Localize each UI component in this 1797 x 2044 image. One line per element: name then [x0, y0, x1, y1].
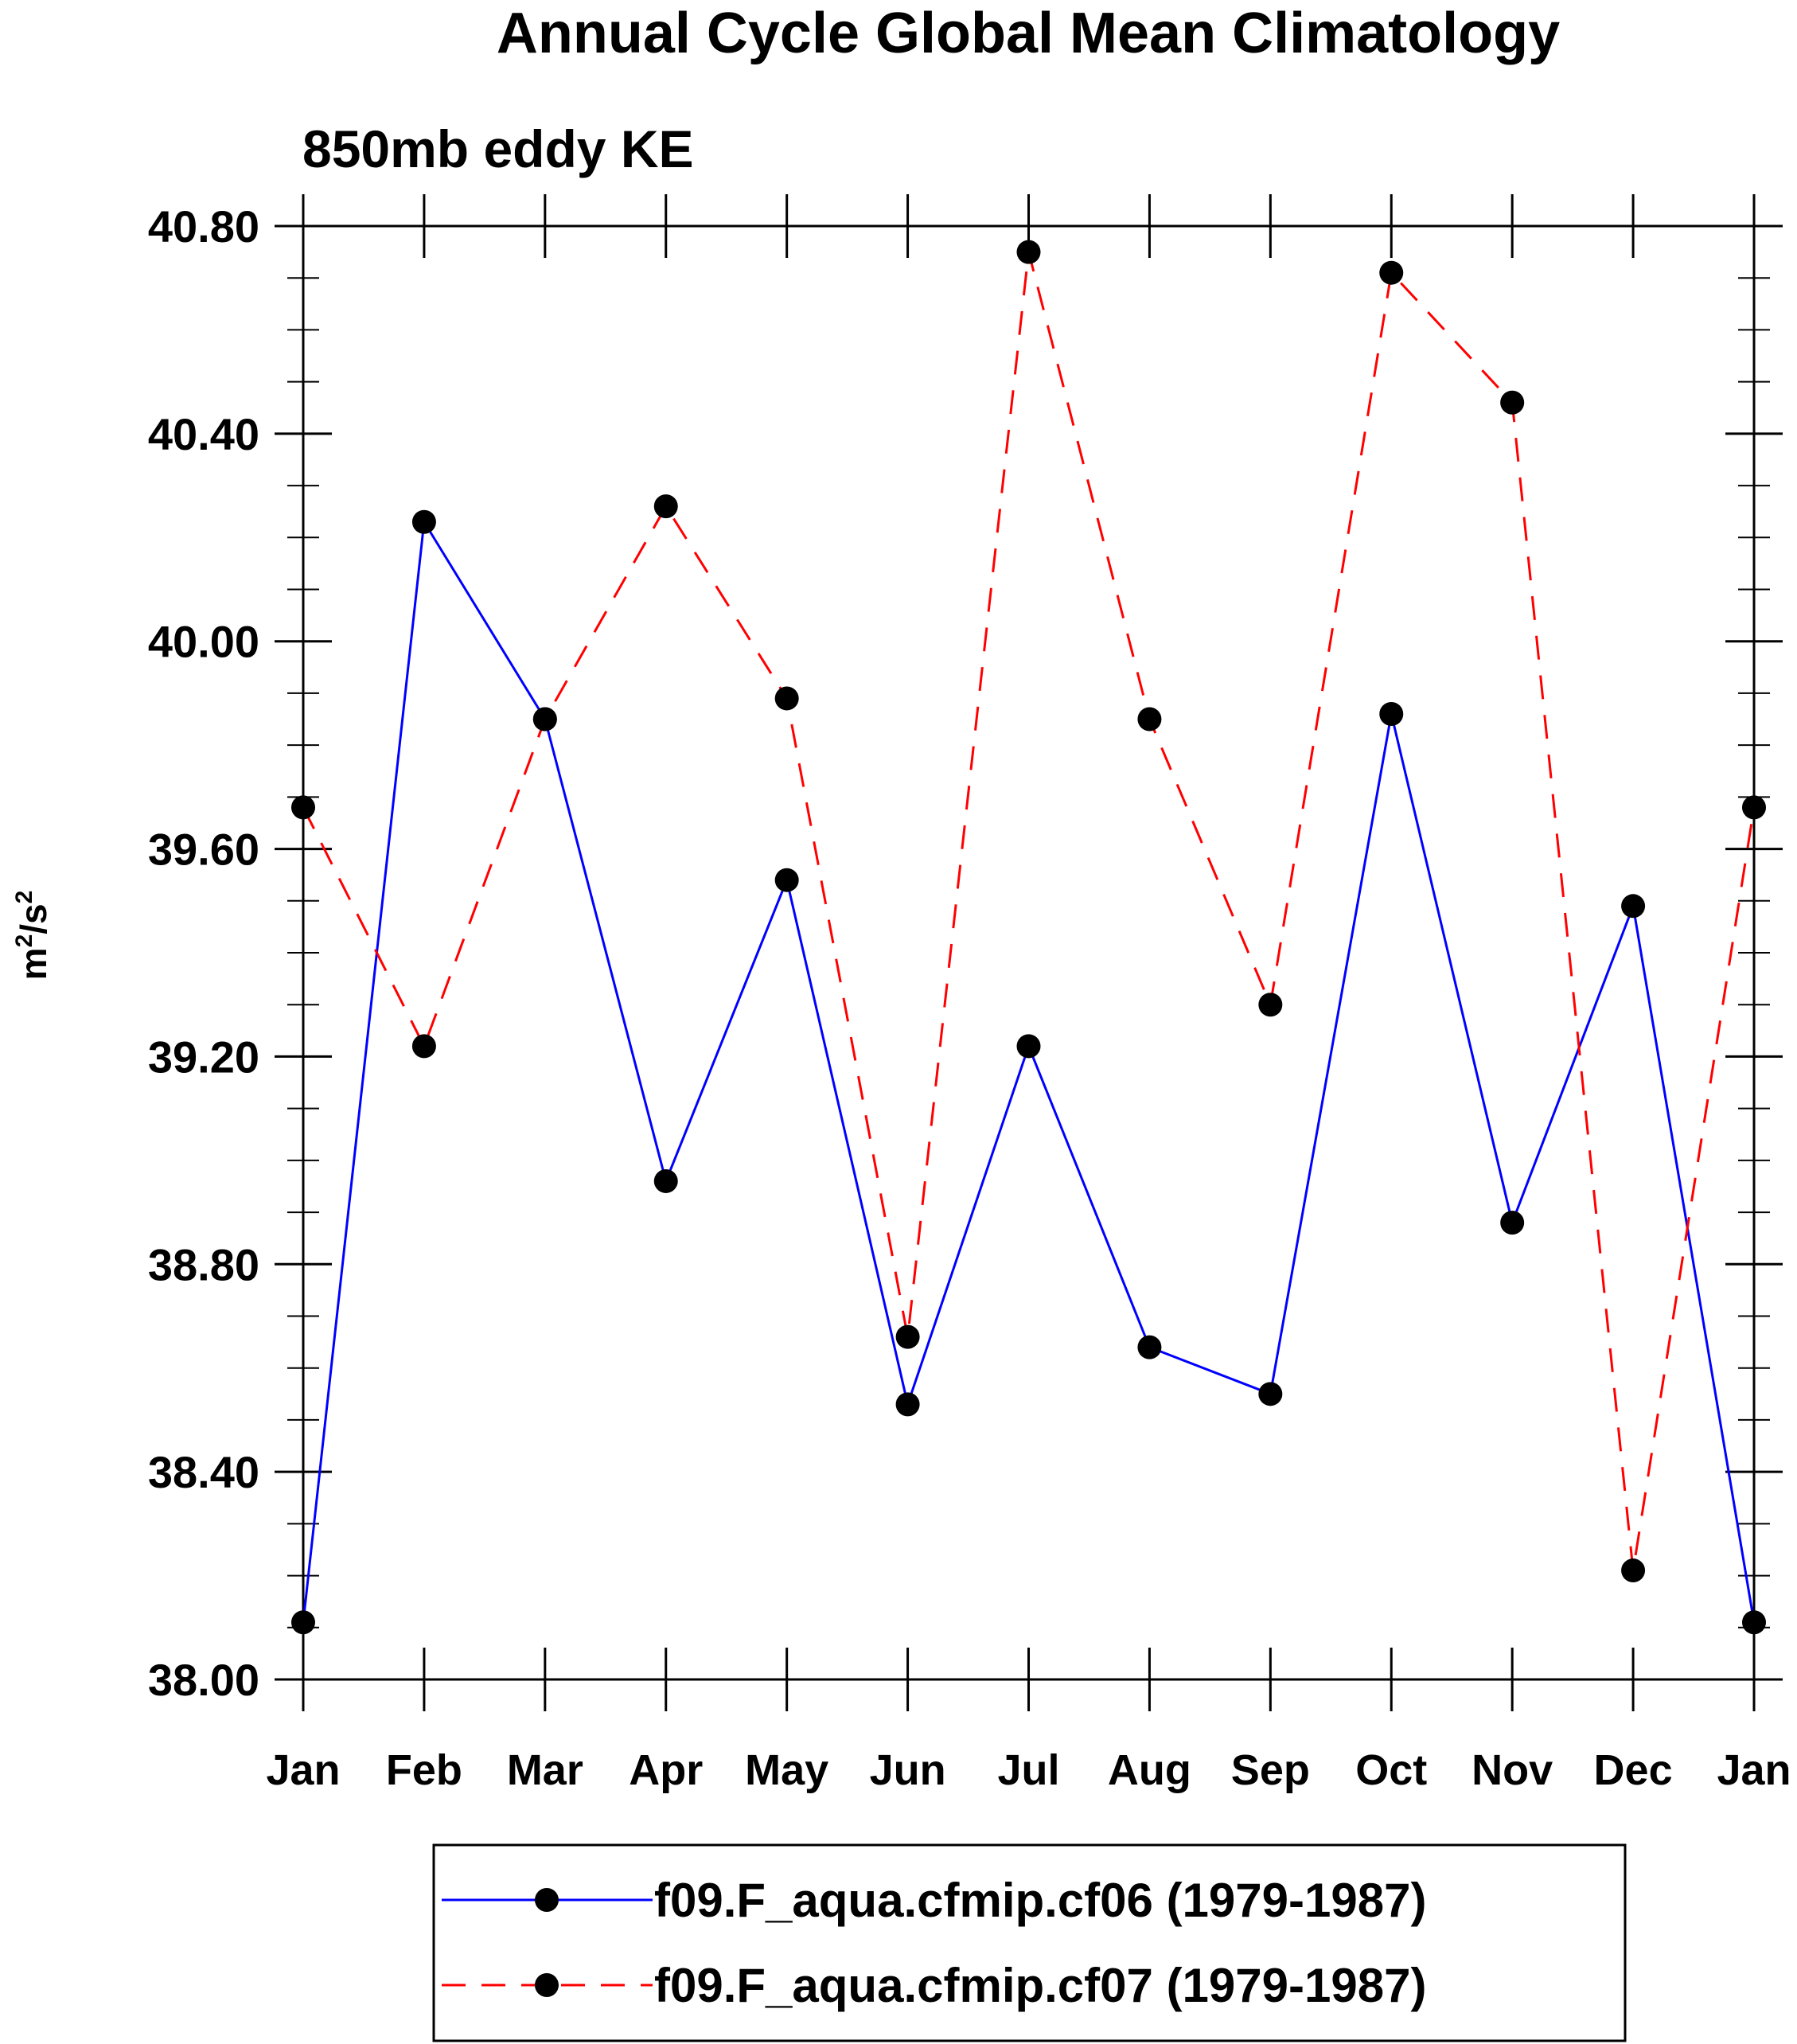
chart-title: Annual Cycle Global Mean Climatology — [497, 2, 1560, 65]
series-1-point — [895, 1324, 920, 1349]
series-0-point — [1621, 894, 1646, 919]
series-line-0 — [302, 518, 1756, 1623]
x-tick-label: Sep — [1231, 1746, 1310, 1794]
y-tick-label: 39.60 — [148, 825, 259, 875]
plot-axes: Jan Feb Mar Apr May Jun Jul Aug Sep Oct Nov Dec Jan3… — [148, 194, 1791, 1794]
series-0-point — [895, 1392, 920, 1417]
y-tick-label: 40.00 — [148, 617, 259, 667]
x-tick-label: May — [745, 1746, 828, 1794]
series-1-point — [532, 707, 557, 731]
series-0-point — [1016, 1034, 1041, 1059]
series-0-point — [653, 1168, 678, 1193]
x-tick-label: Jan — [1717, 1746, 1791, 1794]
series-1-point — [411, 1034, 436, 1059]
x-tick-label: Oct — [1355, 1746, 1427, 1794]
series-0-point — [1500, 1211, 1525, 1235]
svg-text:m2/s2: m2/s2 — [11, 891, 54, 981]
y-tick-label: 38.40 — [148, 1447, 259, 1497]
legend: f09.F_aqua.cfmip.cf06 (1979-1987) f09.F_… — [432, 1843, 1627, 2042]
legend-marker-cf06 — [535, 1888, 559, 1912]
series-0-point — [411, 509, 436, 534]
series-0-point — [1137, 1335, 1162, 1359]
y-axis-label: m2/s2 — [11, 891, 54, 981]
x-tick-label: Jul — [997, 1746, 1059, 1794]
x-tick-label: Nov — [1472, 1746, 1553, 1794]
series-0-point — [1742, 1610, 1766, 1635]
series-1-point — [653, 494, 678, 519]
series-1-point — [1621, 1558, 1646, 1583]
x-tick-label: Jun — [870, 1746, 946, 1794]
x-tick-label: Jan — [266, 1746, 340, 1794]
legend-marker-cf07 — [535, 1973, 559, 1997]
series-1-point — [774, 686, 799, 711]
y-axis-label-sup2: 2 — [11, 891, 37, 904]
x-tick-label: Feb — [386, 1746, 462, 1794]
series-0-point — [1258, 1382, 1283, 1406]
x-tick-label: Dec — [1594, 1746, 1673, 1794]
y-tick-label: 40.80 — [148, 201, 259, 252]
series-1-point — [1379, 260, 1404, 285]
y-tick-label: 38.00 — [148, 1655, 259, 1705]
y-tick-label: 38.80 — [148, 1239, 259, 1289]
legend-label-cf07: f09.F_aqua.cfmip.cf07 (1979-1987) — [654, 1959, 1426, 2012]
y-axis-label-base: m — [13, 947, 54, 980]
x-tick-label: Mar — [507, 1746, 583, 1794]
x-tick-label: Apr — [629, 1746, 703, 1794]
chart-subtitle: 850mb eddy KE — [302, 119, 694, 178]
series-0-point — [291, 1610, 315, 1635]
series-1-point — [1258, 993, 1283, 1017]
y-tick-label: 40.40 — [148, 409, 259, 459]
series-1-point — [1137, 707, 1162, 731]
series-1-point — [1500, 390, 1525, 415]
series-0-point — [1379, 702, 1404, 727]
series-0-point — [774, 868, 799, 892]
series-1-point — [1016, 240, 1041, 264]
series-line-1 — [302, 252, 1756, 1571]
x-tick-label: Aug — [1108, 1746, 1191, 1794]
series-1-point — [1742, 795, 1766, 820]
series-1-point — [291, 795, 315, 820]
series-layer — [291, 240, 1766, 1635]
plot-frame — [302, 224, 1756, 1681]
legend-box — [432, 1843, 1627, 2042]
y-tick-label: 39.20 — [148, 1032, 259, 1082]
legend-label-cf06: f09.F_aqua.cfmip.cf06 (1979-1987) — [654, 1874, 1426, 1927]
y-axis-label-mid: /s — [13, 903, 54, 934]
y-axis-label-sup1: 2 — [11, 934, 37, 948]
